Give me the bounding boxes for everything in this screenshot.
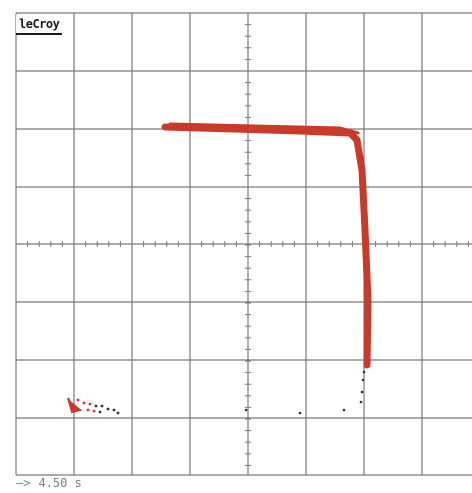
trace-dot <box>244 408 248 412</box>
trace-dot <box>106 407 110 411</box>
signal-trace <box>67 122 372 415</box>
trace-dot <box>359 400 363 404</box>
time-value: 4.50 s <box>38 476 82 490</box>
trace-dot <box>298 411 302 415</box>
trace-dot <box>94 404 98 408</box>
arrow-icon: —> <box>16 476 31 490</box>
trace-path <box>168 122 360 135</box>
brand-logo: leCroy <box>16 15 63 35</box>
time-readout: —> 4.50 s <box>16 475 82 491</box>
trace-dot <box>361 378 365 382</box>
trace-dot <box>88 402 92 406</box>
trace-dot <box>98 410 102 414</box>
trace-cluster <box>67 397 83 414</box>
trace-path <box>161 123 372 369</box>
trace-dot <box>342 408 346 412</box>
trace-dot <box>76 398 80 402</box>
trace-dot <box>362 370 366 374</box>
trace-dot <box>100 404 104 408</box>
trace-dot <box>82 401 86 405</box>
trace-dot <box>92 409 96 413</box>
trace-dot <box>86 408 90 412</box>
trace-dot <box>112 408 116 412</box>
trace-dot <box>116 411 120 415</box>
trace-dot <box>360 390 364 394</box>
